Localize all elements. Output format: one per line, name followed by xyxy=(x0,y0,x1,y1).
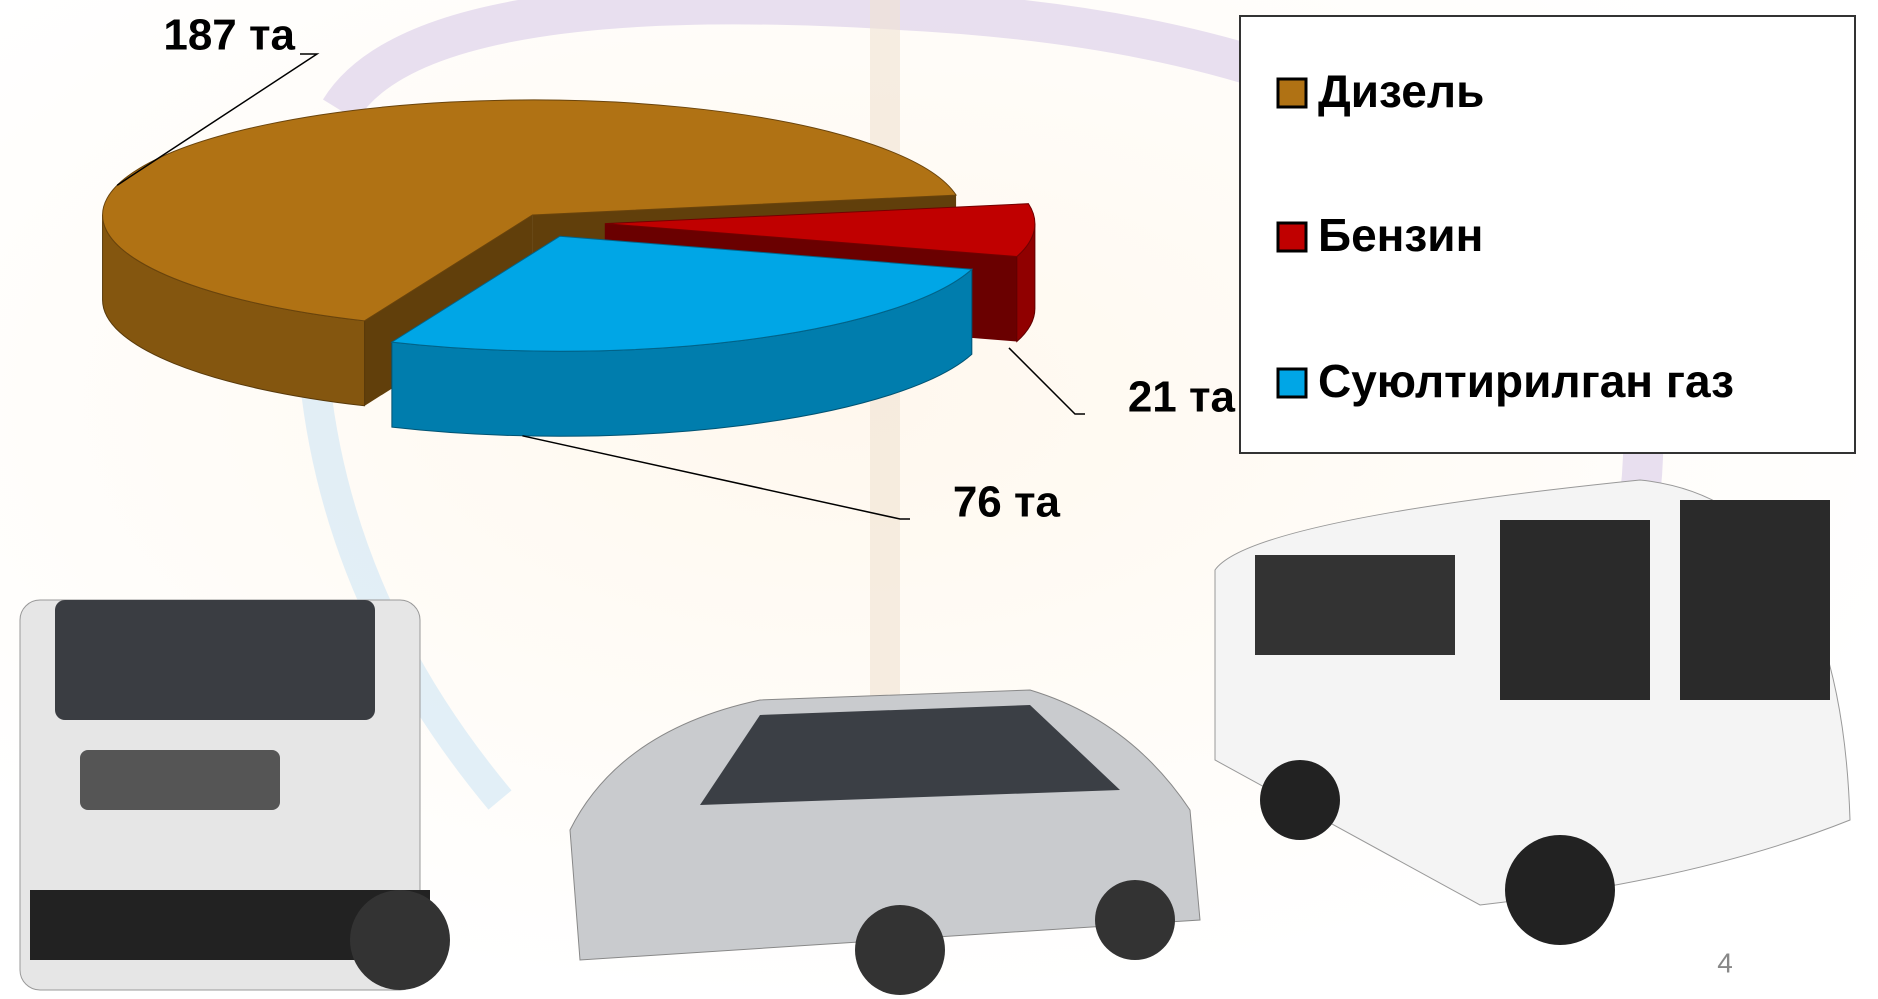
page-number: 4 xyxy=(1717,947,1733,978)
legend-label: Суюлтирилган газ xyxy=(1318,355,1734,407)
truck-image xyxy=(20,600,450,990)
legend-label: Дизель xyxy=(1318,65,1484,117)
data-label: 187 та xyxy=(163,11,295,60)
slide: 4 187 та 21 та 76 та Дизель Бензин Суюлтирилг… xyxy=(0,0,1878,999)
legend-swatch xyxy=(1278,79,1306,107)
data-label: 21 та xyxy=(1128,373,1236,422)
legend-swatch xyxy=(1278,369,1306,397)
legend-label: Бензин xyxy=(1318,209,1483,261)
legend-swatch xyxy=(1278,223,1306,251)
data-label: 76 та xyxy=(953,478,1061,527)
